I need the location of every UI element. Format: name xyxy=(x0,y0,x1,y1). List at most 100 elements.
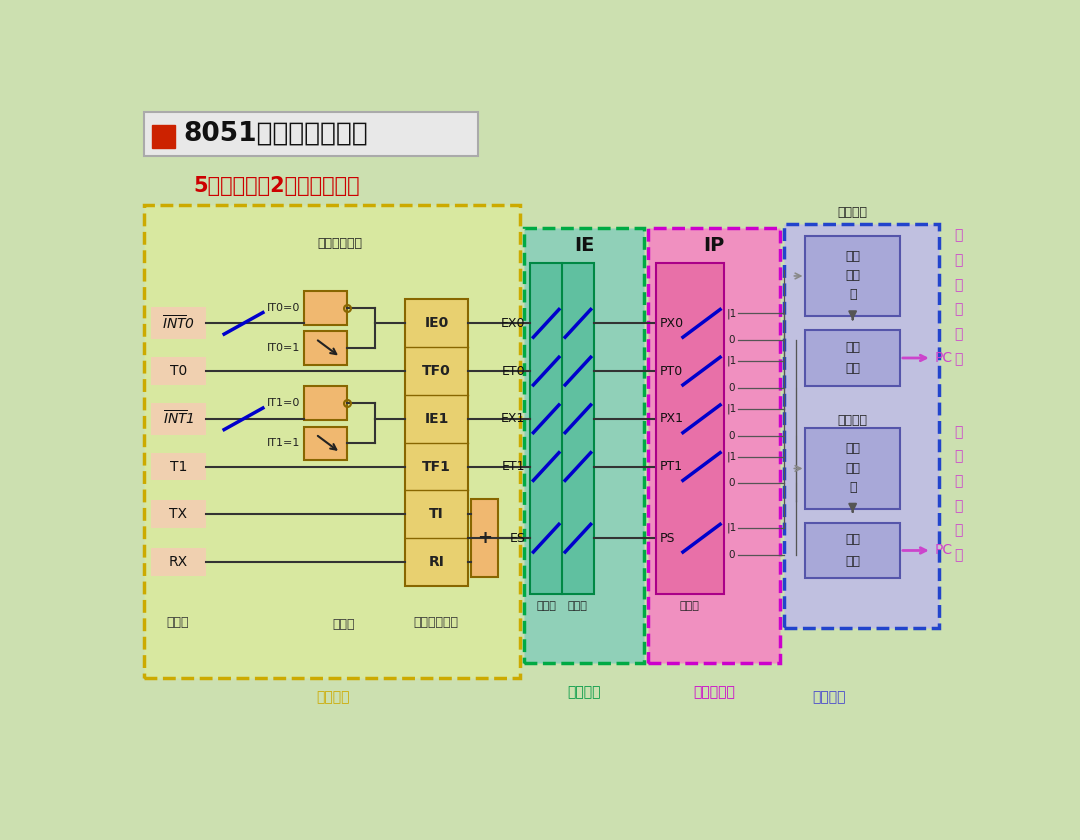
Text: PS: PS xyxy=(660,532,675,544)
Text: EX1: EX1 xyxy=(501,412,526,425)
Text: IT1=0: IT1=0 xyxy=(267,398,300,408)
Text: |1: |1 xyxy=(727,522,737,533)
Text: 硬件查询: 硬件查询 xyxy=(837,206,867,219)
Text: 中断源: 中断源 xyxy=(333,618,355,631)
Text: 8051中断系统的结构: 8051中断系统的结构 xyxy=(183,121,368,147)
Text: 中断响应: 中断响应 xyxy=(812,690,846,705)
Text: 断: 断 xyxy=(954,302,962,317)
Bar xyxy=(150,549,206,576)
Bar xyxy=(150,501,206,528)
Text: TI: TI xyxy=(429,507,444,522)
Text: 求: 求 xyxy=(954,352,962,365)
Bar xyxy=(150,357,206,385)
Text: 0: 0 xyxy=(729,479,735,489)
Bar xyxy=(303,427,347,460)
Bar xyxy=(303,331,347,365)
Bar xyxy=(806,428,900,509)
Text: RX: RX xyxy=(168,555,188,569)
Text: 源允许: 源允许 xyxy=(537,601,556,611)
Text: 请: 请 xyxy=(954,327,962,341)
Bar xyxy=(806,330,900,386)
Bar xyxy=(530,262,594,594)
Text: IP: IP xyxy=(703,236,725,255)
Bar xyxy=(806,522,900,578)
Text: 总允许: 总允许 xyxy=(568,601,588,611)
Bar xyxy=(145,205,521,679)
Text: 中断请求标记: 中断请求标记 xyxy=(414,617,458,629)
Bar xyxy=(471,499,499,577)
Text: 地址: 地址 xyxy=(846,554,860,568)
Text: 中: 中 xyxy=(954,278,962,291)
Text: TF1: TF1 xyxy=(422,459,451,474)
Bar xyxy=(150,402,206,435)
Text: 中断允许: 中断允许 xyxy=(568,685,602,699)
Text: 硬件查询: 硬件查询 xyxy=(837,414,867,427)
Text: 地址: 地址 xyxy=(846,362,860,375)
Text: |1: |1 xyxy=(727,451,737,462)
Text: IE0: IE0 xyxy=(424,317,448,330)
Text: 0: 0 xyxy=(729,431,735,441)
Text: 0: 0 xyxy=(729,383,735,393)
Bar xyxy=(150,307,206,339)
Bar xyxy=(405,300,469,586)
Text: 矢量: 矢量 xyxy=(846,341,860,354)
Text: |1: |1 xyxy=(727,356,737,366)
Text: TX: TX xyxy=(170,507,188,522)
Bar xyxy=(150,453,206,480)
Text: 中断源: 中断源 xyxy=(166,617,189,629)
Text: T1: T1 xyxy=(170,459,187,474)
Text: $\overline{INT}$0: $\overline{INT}$0 xyxy=(162,314,194,333)
Text: 5个中断源、2个中断优先级: 5个中断源、2个中断优先级 xyxy=(193,176,360,196)
Text: EX0: EX0 xyxy=(501,317,526,330)
Text: |1: |1 xyxy=(727,308,737,318)
Bar xyxy=(303,386,347,420)
Text: 求: 求 xyxy=(954,548,962,562)
Bar xyxy=(656,262,724,594)
Text: ET1: ET1 xyxy=(502,460,526,473)
Text: 自然: 自然 xyxy=(846,443,860,455)
Text: 自然: 自然 xyxy=(846,249,860,263)
Text: 优先级: 优先级 xyxy=(680,601,700,611)
Text: IT0=0: IT0=0 xyxy=(267,303,300,313)
Text: 中: 中 xyxy=(954,474,962,488)
Bar xyxy=(648,228,780,663)
Text: PT0: PT0 xyxy=(660,365,683,377)
Text: 优先: 优先 xyxy=(846,269,860,282)
Text: 级: 级 xyxy=(954,253,962,267)
Text: IE1: IE1 xyxy=(424,412,448,426)
Text: PX1: PX1 xyxy=(660,412,684,425)
Bar xyxy=(524,228,644,663)
Text: +: + xyxy=(477,529,492,547)
Text: T0: T0 xyxy=(170,364,187,378)
Text: 请: 请 xyxy=(954,523,962,538)
Text: 中断优先级: 中断优先级 xyxy=(693,685,734,699)
Text: 级: 级 xyxy=(849,480,856,494)
Text: PT1: PT1 xyxy=(660,460,683,473)
Text: IT1=1: IT1=1 xyxy=(267,438,300,449)
Bar xyxy=(784,224,940,628)
Text: 优先: 优先 xyxy=(846,462,860,475)
Text: ET0: ET0 xyxy=(502,365,526,377)
Text: 高: 高 xyxy=(954,228,962,243)
Text: 断: 断 xyxy=(954,499,962,512)
Bar xyxy=(152,124,175,148)
Text: 矢量: 矢量 xyxy=(846,533,860,546)
Bar xyxy=(145,112,477,156)
Text: PX0: PX0 xyxy=(660,317,684,330)
Text: PC: PC xyxy=(935,351,953,365)
Text: RI: RI xyxy=(429,555,444,569)
Text: ES: ES xyxy=(510,532,526,544)
Text: 0: 0 xyxy=(729,335,735,345)
Text: IE: IE xyxy=(575,236,595,255)
Text: $\overline{INT}$1: $\overline{INT}$1 xyxy=(163,410,194,428)
Text: 级: 级 xyxy=(954,449,962,464)
Bar xyxy=(303,291,347,325)
Text: PC: PC xyxy=(935,543,953,558)
Text: 级: 级 xyxy=(849,288,856,302)
Text: 低: 低 xyxy=(954,425,962,438)
Text: |1: |1 xyxy=(727,403,737,414)
Text: TF0: TF0 xyxy=(422,364,450,378)
Bar xyxy=(806,235,900,317)
Text: IT0=1: IT0=1 xyxy=(267,343,300,353)
Text: 中断触发方式: 中断触发方式 xyxy=(318,237,363,249)
